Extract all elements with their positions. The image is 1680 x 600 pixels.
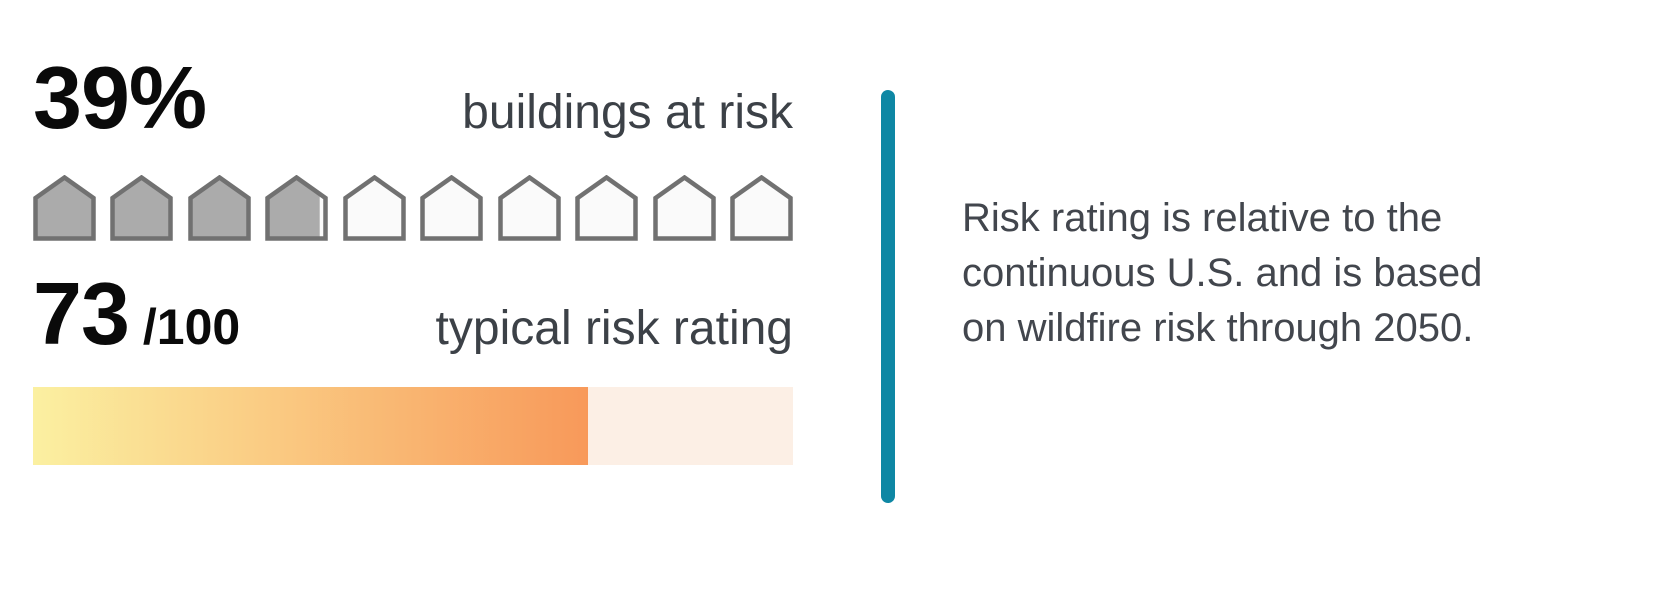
risk-rating-value: 73 <box>33 263 130 363</box>
house-icon <box>343 174 406 241</box>
house-row <box>33 174 793 241</box>
house-icon <box>497 174 561 241</box>
section-divider <box>881 90 895 503</box>
typical-risk-rating-row: 73 /100 typical risk rating <box>33 263 793 366</box>
house-icon <box>730 174 793 241</box>
buildings-at-risk-label: buildings at risk <box>462 86 793 139</box>
risk-rating-bar-fill <box>33 386 588 465</box>
buildings-at-risk-row: 39% buildings at risk <box>33 47 793 150</box>
house-icon <box>188 174 251 241</box>
risk-rating-denominator: /100 <box>142 298 241 355</box>
house-icon <box>265 174 329 241</box>
house-icon <box>575 174 638 241</box>
house-icon <box>420 174 483 241</box>
risk-note: Risk rating is relative to the continuou… <box>962 196 1483 350</box>
risk-rating-bar <box>33 386 793 465</box>
buildings-at-risk-value: 39% <box>33 48 207 147</box>
risk-stats-panel: 39% buildings at risk 73 /100 typical ri… <box>33 0 793 465</box>
house-icon <box>652 174 716 241</box>
house-icon <box>33 174 96 241</box>
risk-rating-label: typical risk rating <box>435 301 793 355</box>
house-icon <box>110 174 174 241</box>
